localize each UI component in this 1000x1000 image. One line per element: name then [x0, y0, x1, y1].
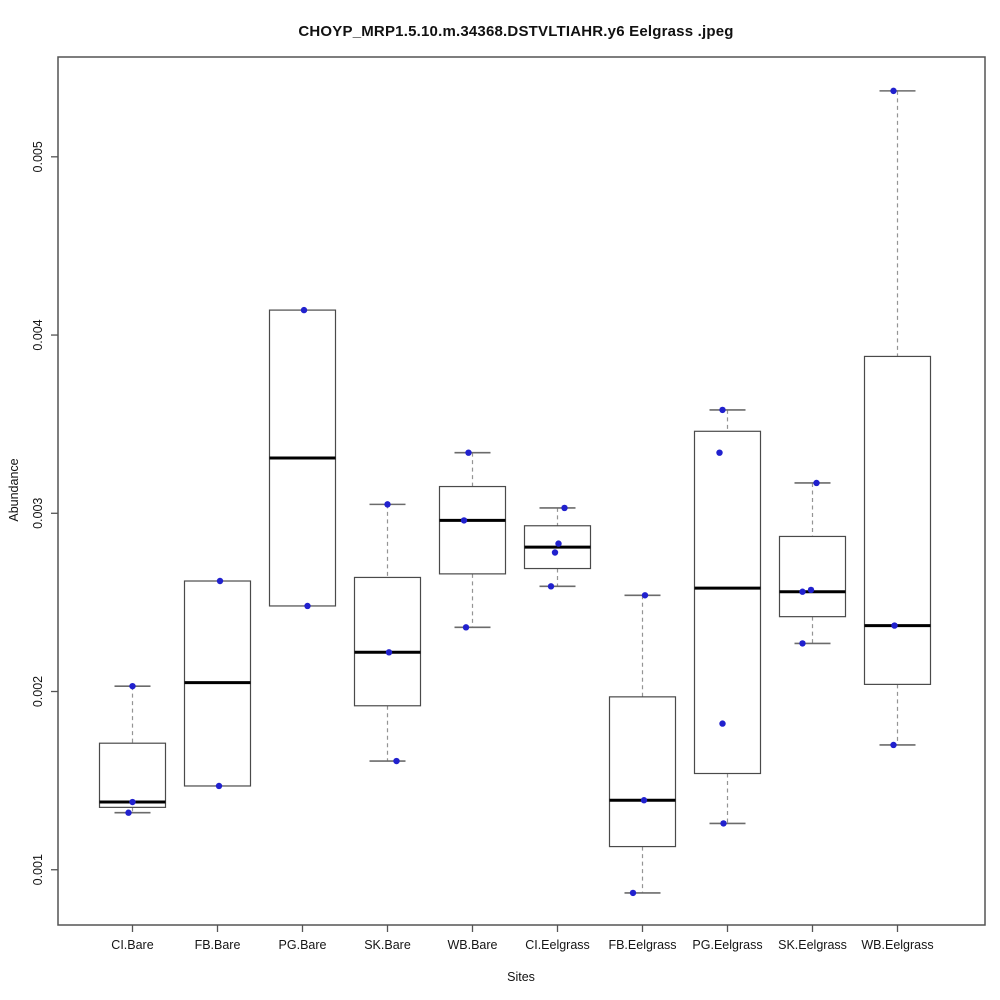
data-point — [125, 809, 132, 816]
y-axis-tick-label: 0.003 — [31, 498, 45, 529]
data-point — [304, 602, 311, 610]
x-axis-tick-label: WB.Bare — [447, 938, 497, 952]
x-axis-tick-label: CI.Eelgrass — [525, 938, 590, 952]
data-point — [813, 479, 820, 487]
data-point — [799, 640, 806, 647]
data-point — [807, 586, 815, 594]
box-rect — [778, 535, 847, 618]
data-point — [215, 782, 223, 790]
data-point — [640, 797, 648, 804]
data-point — [551, 549, 559, 556]
x-axis-tick-label: SK.Bare — [364, 938, 411, 952]
data-point — [891, 622, 898, 629]
data-point — [129, 682, 136, 690]
x-axis-tick-label: PG.Bare — [279, 938, 327, 952]
box-rect — [98, 742, 167, 808]
x-axis-tick-label: PG.Eelgrass — [692, 938, 762, 952]
box-rect — [438, 485, 507, 575]
plot-frame — [57, 56, 986, 926]
data-point — [890, 741, 897, 749]
data-point — [460, 517, 468, 524]
y-axis-tick-label: 0.004 — [31, 319, 45, 350]
data-point — [300, 306, 308, 314]
data-point — [384, 501, 391, 508]
data-point — [799, 588, 806, 595]
data-point — [385, 649, 393, 656]
data-point — [547, 583, 555, 590]
data-point — [716, 449, 723, 456]
data-point — [561, 504, 568, 512]
data-point — [129, 798, 136, 806]
data-point — [720, 820, 727, 827]
x-axis-tick-label: SK.Eelgrass — [778, 938, 847, 952]
box-rect — [693, 430, 762, 775]
x-axis-title: Sites — [507, 970, 535, 984]
x-axis-tick-label: WB.Eelgrass — [861, 938, 933, 952]
data-point — [629, 889, 637, 897]
data-point — [216, 577, 224, 585]
data-point — [719, 406, 726, 414]
box-rect — [353, 576, 422, 707]
data-point — [555, 540, 562, 547]
x-axis-tick-label: FB.Bare — [195, 938, 241, 952]
data-point — [890, 87, 897, 95]
data-point — [719, 720, 726, 727]
data-point — [462, 624, 470, 631]
x-axis-tick-label: FB.Eelgrass — [608, 938, 676, 952]
x-axis-tick-label: CI.Bare — [111, 938, 153, 952]
y-axis-tick-label: 0.001 — [31, 854, 45, 885]
chart-title: CHOYP_MRP1.5.10.m.34368.DSTVLTIAHR.y6 Ee… — [298, 23, 734, 40]
y-axis-tick-label: 0.005 — [31, 141, 45, 172]
y-axis-tick-label: 0.002 — [31, 676, 45, 707]
data-point — [641, 592, 649, 599]
data-point — [393, 757, 400, 765]
box-rect — [608, 696, 677, 848]
data-point — [465, 449, 472, 456]
box-rect — [863, 355, 932, 685]
